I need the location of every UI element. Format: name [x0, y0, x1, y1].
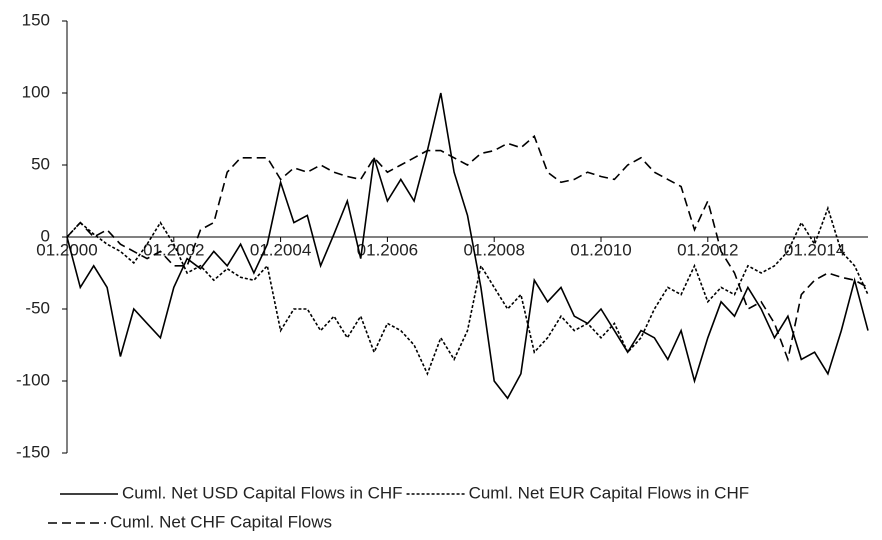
x-tick-label: 01.2002: [143, 240, 204, 259]
legend-label: Cuml. Net USD Capital Flows in CHF: [122, 483, 403, 502]
y-tick-label: 100: [22, 82, 50, 101]
x-tick-label: 01.2012: [677, 240, 738, 259]
data-line: [66, 92, 869, 400]
x-tick-label: 01.2010: [570, 240, 631, 259]
y-tick-label: 0: [41, 226, 50, 245]
legend-label: Cuml. Net CHF Capital Flows: [110, 512, 332, 531]
y-tick-label: 50: [31, 154, 50, 173]
y-tick-label: -150: [16, 442, 50, 461]
data-line: [66, 134, 869, 363]
x-tick-label: 01.2000: [36, 240, 97, 259]
legend-label: Cuml. Net EUR Capital Flows in CHF: [469, 483, 750, 502]
y-tick-label: 150: [22, 10, 50, 29]
data-line: [66, 205, 869, 376]
x-tick-label: 01.2004: [250, 240, 311, 259]
x-tick-label: 01.2006: [357, 240, 418, 259]
y-tick-label: -100: [16, 370, 50, 389]
y-tick-label: -50: [25, 298, 50, 317]
x-tick-label: 01.2014: [784, 240, 845, 259]
x-tick-label: 01.2008: [463, 240, 524, 259]
